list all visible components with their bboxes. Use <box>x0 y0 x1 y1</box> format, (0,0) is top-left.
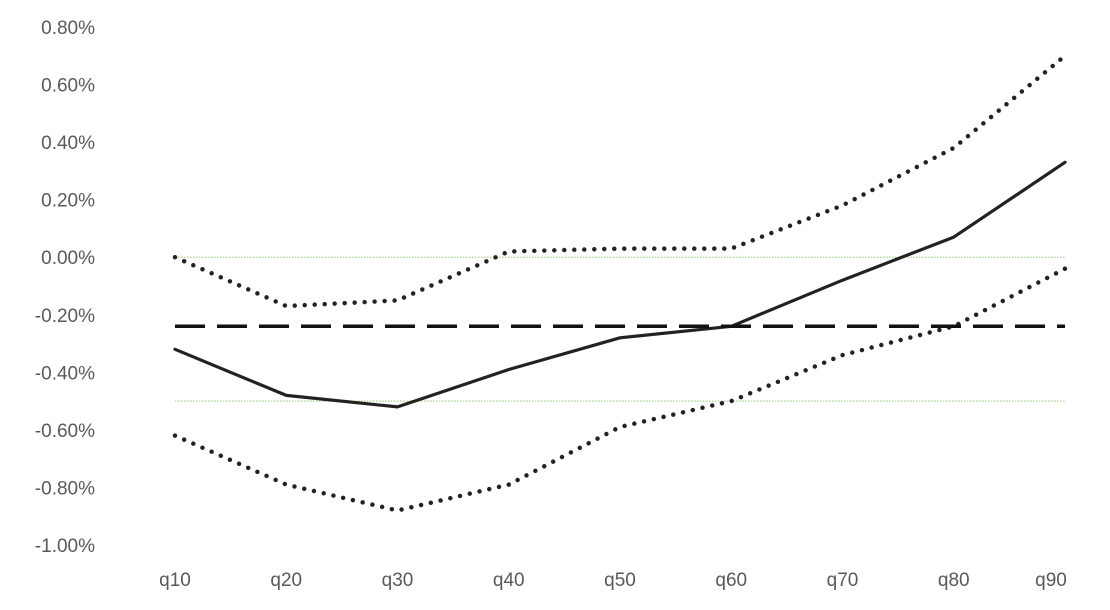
x-tick-label: q80 <box>938 570 970 591</box>
x-tick-label: q60 <box>715 570 747 591</box>
y-tick-label: -0.80% <box>35 478 95 499</box>
series-lines <box>172 53 1068 513</box>
y-tick-label: -1.00% <box>35 536 95 557</box>
y-tick-label: -0.60% <box>35 421 95 442</box>
y-tick-label: 0.80% <box>41 18 95 39</box>
x-tick-label: q20 <box>270 570 302 591</box>
x-tick-label: q70 <box>827 570 859 591</box>
y-tick-label: -0.20% <box>35 306 95 327</box>
y-tick-label: 0.60% <box>41 76 95 97</box>
y-tick-label: -0.40% <box>35 363 95 384</box>
series-line-0 <box>173 160 1067 409</box>
x-tick-label: q50 <box>604 570 636 591</box>
y-axis-tick-labels: 0.80% 0.60% 0.40% 0.20% 0.00% -0.20% -0.40% -0.… <box>35 18 95 557</box>
x-tick-label: q30 <box>382 570 414 591</box>
x-tick-label: q10 <box>159 570 191 591</box>
y-tick-label: 0.00% <box>41 248 95 269</box>
series-line-1 <box>172 53 1068 309</box>
series-line-2 <box>172 266 1068 513</box>
reference-lines <box>175 256 1065 402</box>
x-tick-label: q40 <box>493 570 525 591</box>
y-tick-label: 0.20% <box>41 191 95 212</box>
x-tick-label: q90 <box>1035 570 1067 591</box>
y-tick-label: 0.40% <box>41 133 95 154</box>
x-axis-tick-labels: q10 q20 q30 q40 q50 q60 q70 q80 q90 <box>159 570 1067 591</box>
